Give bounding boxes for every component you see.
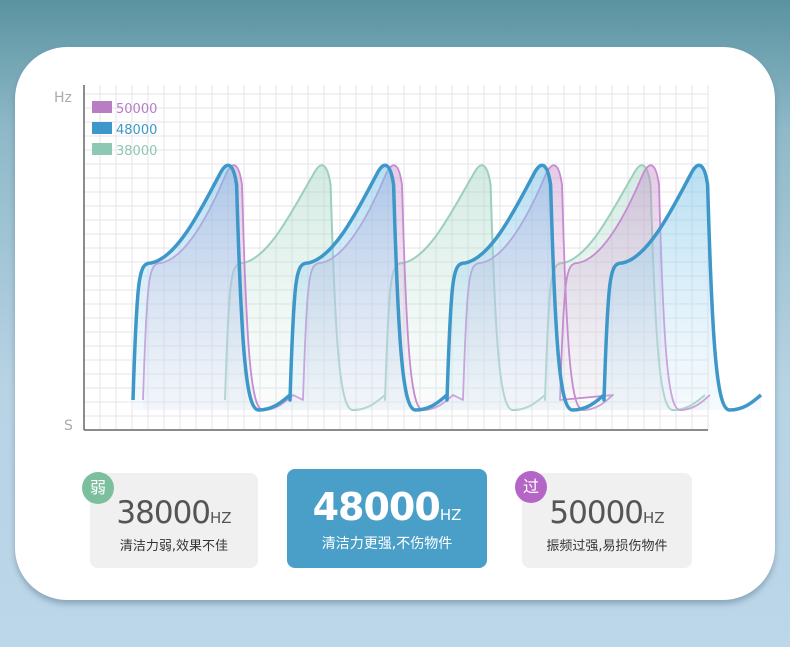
card: 50000HZ 振频过强,易损伤物件 bbox=[522, 473, 692, 568]
badge: 过 bbox=[515, 471, 547, 503]
wave-fill bbox=[133, 165, 761, 410]
legend-swatch bbox=[92, 101, 112, 113]
wave-line bbox=[224, 164, 706, 411]
legend-swatch bbox=[92, 143, 112, 155]
legend-label: 50000 bbox=[116, 102, 157, 117]
y-axis-label: Hz bbox=[54, 90, 72, 106]
waves bbox=[131, 163, 763, 412]
card-value: 50000 bbox=[549, 495, 644, 531]
card-value: 38000 bbox=[116, 495, 211, 531]
card-unit: HZ bbox=[643, 509, 665, 527]
badge: 弱 bbox=[82, 472, 114, 504]
card-description: 清洁力弱,效果不佳 bbox=[119, 539, 229, 554]
wave-line bbox=[131, 163, 763, 412]
legend-swatch bbox=[92, 122, 112, 134]
card: 48000HZ 清洁力更强,不伤物件 bbox=[287, 469, 487, 568]
legend-label: 38000 bbox=[116, 144, 157, 159]
card-description: 振频过强,易损伤物件 bbox=[546, 539, 668, 554]
legend-label: 48000 bbox=[116, 123, 157, 138]
card-description: 清洁力更强,不伤物件 bbox=[321, 536, 453, 552]
card-unit: HZ bbox=[439, 506, 462, 524]
card-value: 48000 bbox=[312, 485, 441, 529]
card-unit: HZ bbox=[210, 509, 232, 527]
card: 38000HZ 清洁力弱,效果不佳 bbox=[90, 473, 258, 568]
x-axis-label: S bbox=[64, 418, 73, 434]
